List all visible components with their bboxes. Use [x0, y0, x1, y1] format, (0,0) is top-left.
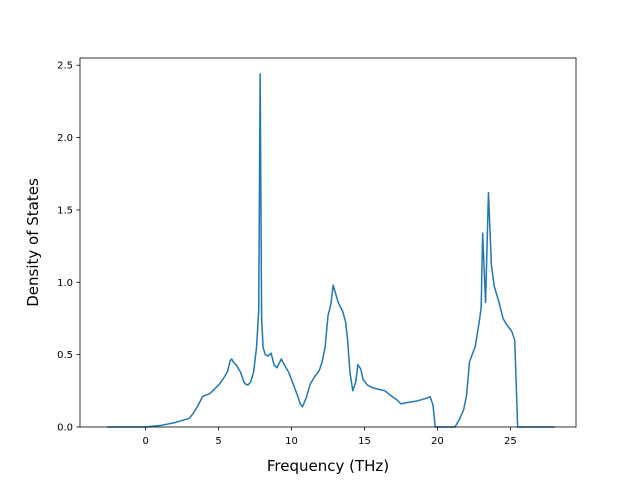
y-tick-label: 2.5	[57, 61, 73, 72]
x-tick-label: 0	[142, 436, 148, 447]
x-tick-label: 5	[215, 436, 221, 447]
y-tick-label: 2.0	[57, 133, 73, 144]
y-tick-label: 1.5	[57, 205, 73, 216]
y-tick-label: 0.5	[57, 350, 73, 361]
x-tick-label: 20	[431, 436, 444, 447]
dos-series-line	[106, 73, 555, 428]
x-tick-label: 25	[504, 436, 517, 447]
y-axis-ticks: 0.0 0.5 1.0 1.5 2.0 2.5	[57, 61, 80, 434]
y-tick-label: 1.0	[57, 278, 73, 289]
x-tick-label: 10	[285, 436, 298, 447]
x-axis-title: Frequency (THz)	[267, 457, 389, 475]
plot-area-frame	[79, 57, 577, 428]
y-tick-label: 0.0	[57, 423, 73, 434]
y-axis-title: Density of States	[24, 178, 42, 307]
x-tick-label: 15	[358, 436, 371, 447]
x-axis-ticks: 0 5 10 15 20 25	[142, 427, 517, 447]
